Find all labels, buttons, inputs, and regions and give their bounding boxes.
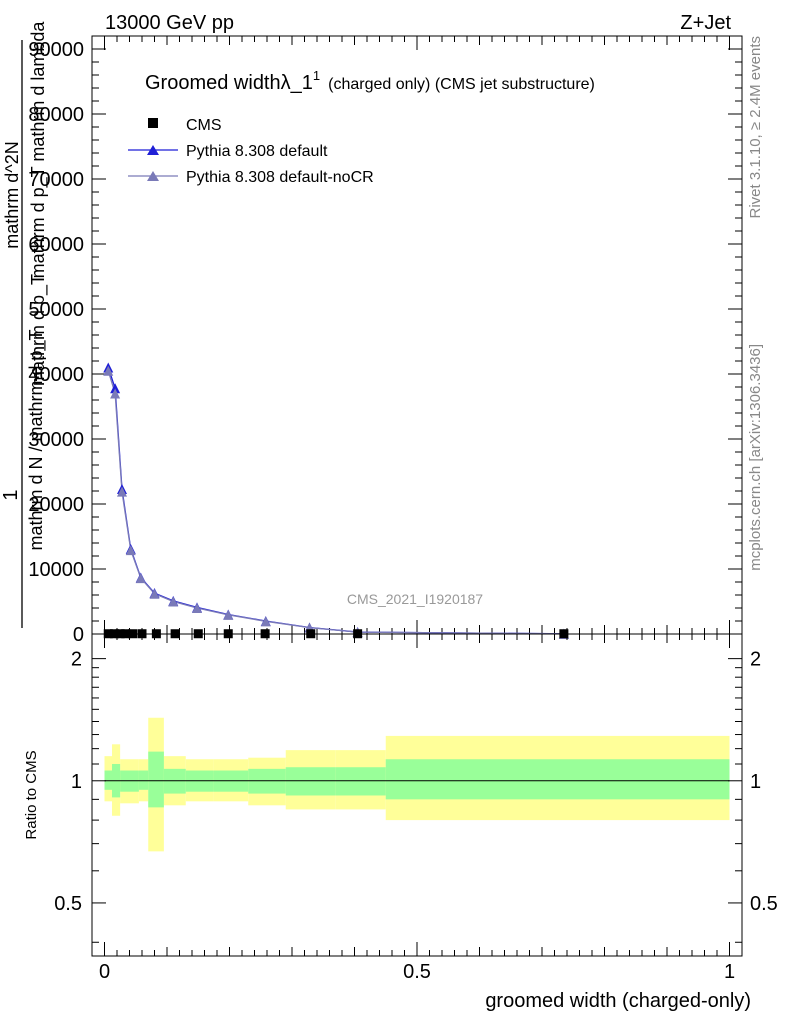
point-nocr	[103, 365, 114, 376]
mcplots-label: mcplots.cern.ch [arXiv:1306.3436]	[747, 344, 764, 571]
point-nocr	[168, 596, 179, 607]
ratio-y-tick-label-right: 1	[750, 771, 761, 793]
legend: CMS Pythia 8.308 default Pythia 8.308 de…	[128, 117, 374, 186]
x-tick-label: 1	[724, 961, 735, 983]
ylabel-fraction-num-one: 1	[0, 489, 22, 500]
ratio-bands	[104, 717, 730, 852]
rivet-label: Rivet 3.1.10, ≥ 2.4M events	[747, 36, 764, 219]
ratio-y-label: Ratio to CMS	[23, 750, 40, 839]
point-nocr	[149, 588, 160, 599]
main-y-tick-label: 40000	[28, 364, 84, 386]
main-y-tick-label: 0	[73, 624, 84, 646]
ratio-y-tick-label: 0.5	[54, 893, 82, 915]
ratio-band-inner	[148, 751, 164, 808]
main-y-tick-label: 60000	[28, 234, 84, 256]
legend-marker-default	[147, 145, 159, 155]
legend-marker-cms	[148, 118, 158, 128]
legend-label-default: Pythia 8.308 default	[186, 143, 328, 160]
point-nocr	[110, 388, 121, 399]
x-axis-label: groomed width (charged-only)	[485, 990, 751, 1012]
ratio-y-tick-label-right: 0.5	[750, 893, 778, 915]
ratio-band-inner	[285, 767, 336, 796]
x-tick-label: 0	[99, 961, 110, 983]
point-nocr	[117, 486, 127, 497]
point-nocr	[135, 573, 146, 584]
main-panel: 0 10000 20000 30000 40000 50000 60000 70000 8000…	[28, 35, 743, 646]
series-line-nocr	[107, 370, 564, 635]
series-line-default	[107, 367, 564, 635]
ratio-y-axis: 0.5 0.5 1 1 2 2	[54, 649, 778, 943]
main-y-tick-label: 70000	[28, 169, 84, 191]
main-y-tick-label: 10000	[28, 559, 84, 581]
main-data-marks	[103, 362, 569, 639]
main-y-tick-label: 80000	[28, 104, 84, 126]
ratio-y-tick-label-right: 2	[750, 649, 761, 671]
point-nocr	[223, 609, 234, 620]
point-nocr	[260, 616, 271, 627]
ratio-y-tick-label: 1	[71, 771, 82, 793]
main-y-tick-label: 20000	[28, 494, 84, 516]
ratio-band-inner	[335, 767, 386, 796]
point-nocr	[192, 603, 202, 613]
legend-label-nocr: Pythia 8.308 default-noCR	[186, 169, 374, 186]
ratio-y-tick-label: 2	[71, 649, 82, 671]
header-left: 13000 GeV pp	[105, 12, 234, 34]
point-default	[110, 383, 121, 394]
plot-title-sup: 1	[313, 68, 320, 83]
ylabel-norm-denominator: mathrm d N / mathrm d p_T	[26, 329, 47, 550]
plot-title: Groomed widthλ_11 (charged only) (CMS jet…	[145, 68, 595, 94]
main-y-axis: 0 10000 20000 30000 40000 50000 60000 70000 8000…	[28, 39, 742, 646]
ratio-band-inner	[138, 770, 149, 790]
plot-title-main: Groomed widthλ_1	[145, 72, 313, 94]
main-y-label: 1 mathrm d^2N mathrm d p_T mathrm d lamb…	[0, 21, 49, 628]
legend-marker-nocr	[147, 171, 159, 181]
plot-subtitle: (charged only) (CMS jet substructure)	[328, 76, 595, 93]
ratio-panel: 0.5 0.51 12 2 0 0.5 1	[54, 633, 778, 983]
ylabel-norm-line2: mathrm d p_T	[28, 274, 49, 386]
main-y-tick-label: 50000	[28, 299, 84, 321]
analysis-id: CMS_2021_I1920187	[347, 591, 483, 607]
ylabel-fraction-denominator: mathrm d p_T mathrm d lambda	[28, 21, 49, 279]
x-tick-label: 0.5	[403, 961, 431, 983]
header-right: Z+Jet	[680, 12, 731, 34]
ratio-x-axis: 0 0.5 1	[99, 634, 735, 983]
main-y-tick-label: 90000	[28, 39, 84, 61]
ratio-frame	[91, 633, 743, 957]
legend-label-cms: CMS	[186, 117, 222, 134]
ylabel-fraction-numerator: mathrm d^2N	[2, 141, 22, 248]
point-nocr	[125, 545, 136, 556]
ratio-band-inner	[104, 770, 112, 790]
main-y-tick-label: 30000	[28, 429, 84, 451]
ratio-band-inner	[385, 759, 730, 800]
